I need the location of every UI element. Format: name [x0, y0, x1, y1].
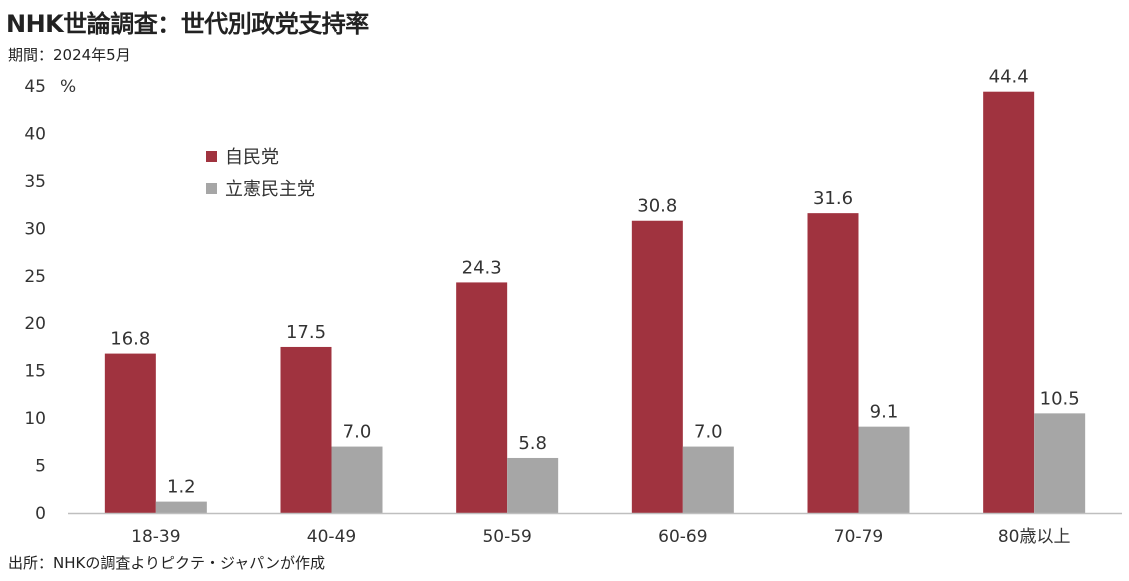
bar-ldp — [983, 91, 1035, 514]
bar-cdp — [507, 457, 559, 513]
x-tick-label: 50-59 — [482, 527, 531, 547]
data-label: 1.2 — [167, 477, 196, 498]
data-label: 9.1 — [870, 402, 899, 423]
data-label: 7.0 — [343, 422, 372, 443]
bar-ldp — [104, 353, 156, 513]
legend-label-cdp: 立憲民主党 — [225, 178, 315, 200]
bar-cdp — [155, 501, 207, 513]
period-label: 期間：2024年5月 — [8, 46, 131, 64]
data-label: 10.5 — [1040, 388, 1080, 409]
data-label: 5.8 — [518, 433, 547, 454]
chart-title: NHK世論調査：世代別政党支持率 — [6, 10, 369, 38]
data-label: 7.0 — [694, 422, 723, 443]
y-tick-label: 15 — [24, 362, 46, 382]
y-tick-label: 20 — [24, 314, 46, 334]
y-tick-label: 25 — [24, 267, 46, 287]
y-tick-label: 45 — [24, 77, 46, 97]
bar-cdp — [682, 446, 734, 513]
bar-ldp — [807, 213, 859, 513]
x-tick-label: 80歳以上 — [998, 527, 1071, 547]
bar-ldp — [456, 282, 508, 513]
y-tick-label: 5 — [35, 457, 46, 477]
bar-ldp — [631, 220, 683, 513]
y-tick-label: 40 — [24, 124, 46, 144]
x-tick-label: 40-49 — [307, 527, 356, 547]
bars: 16.8 1.2 17.5 7.0 24.3 5.8 30.8 7.0 31.6 9.1 44.4 1… — [104, 67, 1086, 514]
bar-cdp — [331, 446, 383, 513]
data-label: 31.6 — [813, 188, 853, 209]
y-tick-label: 35 — [24, 172, 46, 192]
data-label: 16.8 — [110, 329, 150, 350]
data-label: 30.8 — [637, 196, 677, 217]
data-label: 24.3 — [462, 257, 502, 278]
x-tick-label: 70-79 — [834, 527, 883, 547]
legend-swatch-ldp — [206, 151, 217, 162]
bar-ldp — [280, 346, 332, 513]
data-label: 44.4 — [989, 67, 1029, 88]
source-note: 出所：NHKの調査よりピクテ・ジャパンが作成 — [8, 554, 326, 572]
legend-swatch-cdp — [206, 183, 217, 194]
y-unit-label: % — [60, 77, 76, 97]
x-tick-label: 18-39 — [131, 527, 180, 547]
legend-label-ldp: 自民党 — [225, 147, 279, 168]
bar-cdp — [858, 426, 910, 513]
bar-cdp — [1034, 413, 1086, 513]
y-tick-label: 10 — [24, 409, 46, 429]
y-tick-label: 0 — [35, 504, 46, 524]
x-tick-label: 60-69 — [658, 527, 707, 547]
x-axis: 18-39 40-49 50-59 60-69 70-79 80歳以上 — [68, 512, 1122, 547]
y-tick-label: 30 — [24, 219, 46, 239]
data-label: 17.5 — [286, 322, 326, 343]
y-axis: 0 5 10 15 20 25 30 35 40 45% — [24, 77, 76, 524]
